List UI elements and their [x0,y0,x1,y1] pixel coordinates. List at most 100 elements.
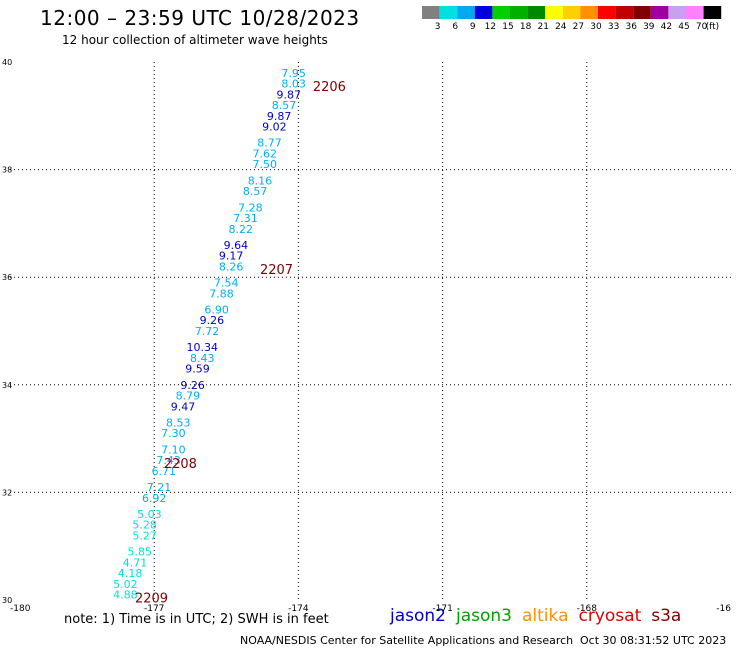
time-annotation: 2209 [135,591,168,606]
y-tick-label: 30 [2,596,12,605]
wave-height-label: 5.03 [137,508,162,521]
legend-swatch [457,6,475,19]
x-tick-label: -174 [288,604,309,614]
legend-label: 21 [537,22,548,32]
wave-height-label: 7.95 [281,67,306,80]
wave-height-label: 8.03 [281,78,306,91]
grid [10,62,731,600]
x-tick-label: -177 [144,604,164,614]
wave-height-label: 7.88 [209,287,234,300]
legend-swatch [474,6,493,19]
y-tick-label: 38 [2,166,12,175]
x-tick-label: -16 [716,604,731,614]
legend-swatch [668,6,686,19]
legend-label: 30 [590,22,602,32]
wave-height-label: 6.90 [204,303,229,316]
wave-height-label: 6.92 [142,492,167,505]
legend-label: 27 [573,22,584,32]
wave-height-label: 8.43 [190,352,215,365]
y-tick-label: 32 [2,488,12,497]
satellite-cryosat: cryosat [578,606,642,626]
legend-swatch [562,6,581,19]
legend-swatch [650,6,669,19]
wave-height-label: 8.53 [166,416,191,429]
wave-height-label: 7.72 [195,325,220,338]
wave-height-label: 9.87 [277,88,302,101]
wave-height-label: 8.77 [257,137,282,150]
chart-title: 12:00 – 23:59 UTC 10/28/2023 [40,6,360,30]
legend-swatch [439,6,458,19]
wave-height-label: 7.30 [161,427,186,440]
satellite-altika: altika [522,606,569,626]
wave-height-label: 8.16 [248,174,273,187]
wave-height-label: 8.57 [272,99,297,112]
legend-label: 15 [502,22,513,32]
legend-swatch [422,6,440,19]
legend-label: 3 [435,22,441,32]
footer-note: note: 1) Time is in UTC; 2) SWH is in fe… [64,612,329,627]
time-annotation: 2207 [260,263,293,278]
wave-height-label: 7.21 [147,481,172,494]
legend-swatch [703,6,722,19]
axes: -180 -177 -174 -171 -168 -16 30 32 34 36 38 40 [2,58,731,614]
legend-label: 12 [485,22,496,32]
wave-height-label: 7.43 [156,454,181,467]
wave-height-label: 8.79 [176,390,201,403]
x-tick-label: -171 [432,604,452,614]
wave-height-label: 6.71 [152,465,177,478]
x-tick-label: -168 [577,604,598,614]
satellite-s3a: s3a [651,606,682,626]
timestamp: Oct 30 08:31:52 UTC 2023 [580,634,727,647]
wave-height-label: 7.31 [233,212,258,225]
wave-height-label: 4.88 [113,589,138,602]
legend-swatch [686,6,704,19]
wave-height-label: 5.85 [128,546,153,559]
wave-height-label: 9.17 [219,250,244,263]
legend-label: 33 [608,22,619,32]
wave-height-label: 9.47 [171,400,196,413]
wave-height-label: 4.71 [123,556,148,569]
y-tick-label: 34 [2,381,12,390]
legend-swatch [492,6,510,19]
wave-height-label: 7.10 [161,443,186,456]
wave-height-label: 9.26 [200,314,225,327]
wave-height-label: 7.50 [253,158,278,171]
legend-label: 6 [452,22,458,32]
legend-swatch [527,6,546,19]
wave-height-label: 9.59 [185,363,210,376]
wave-height-label: 9.87 [267,110,292,123]
legend-label: 39 [643,22,655,32]
wave-height-label: 8.57 [243,185,268,198]
wave-height-label: 7.28 [238,201,263,214]
wave-height-label: 8.26 [219,260,244,273]
legend-swatch [615,6,634,19]
legend-label: 45 [678,22,689,32]
color-legend: 3 6 9 12 15 18 21 24 27 30 33 36 39 42 45 70(ft) [422,6,722,32]
legend-swatch [598,6,616,19]
wave-height-label: 8.22 [228,223,253,236]
x-tick-label: -180 [10,604,31,614]
wave-height-label: 7.54 [214,277,239,290]
chart-subtitle: 12 hour collection of altimeter wave hei… [62,33,328,47]
satellite-legend: jason2 jason3 altika cryosat s3a [390,606,691,626]
wave-height-label: 5.28 [132,519,157,532]
wave-height-label: 9.26 [180,379,205,392]
wave-height-label: 9.02 [262,121,287,134]
legend-label: 42 [661,22,672,32]
legend-swatch [580,6,598,19]
legend-label: 18 [520,22,532,32]
credit-text: NOAA/NESDIS Center for Satellite Applica… [240,634,574,647]
legend-label: 9 [470,22,476,32]
data-points: 7.958.039.878.579.879.028.777.627.508.16… [113,67,306,602]
wave-height-label: 4.18 [118,567,143,580]
satellite-jason2: jason2 [390,606,446,626]
legend-unit: (ft) [706,22,720,32]
wave-height-label: 9.64 [224,239,249,252]
y-tick-label: 36 [2,273,12,282]
satellite-jason3: jason3 [456,606,512,626]
legend-label: 36 [625,22,637,32]
legend-swatch [510,6,528,19]
wave-height-label: 10.34 [187,341,219,354]
time-annotation: 2206 [313,80,346,95]
